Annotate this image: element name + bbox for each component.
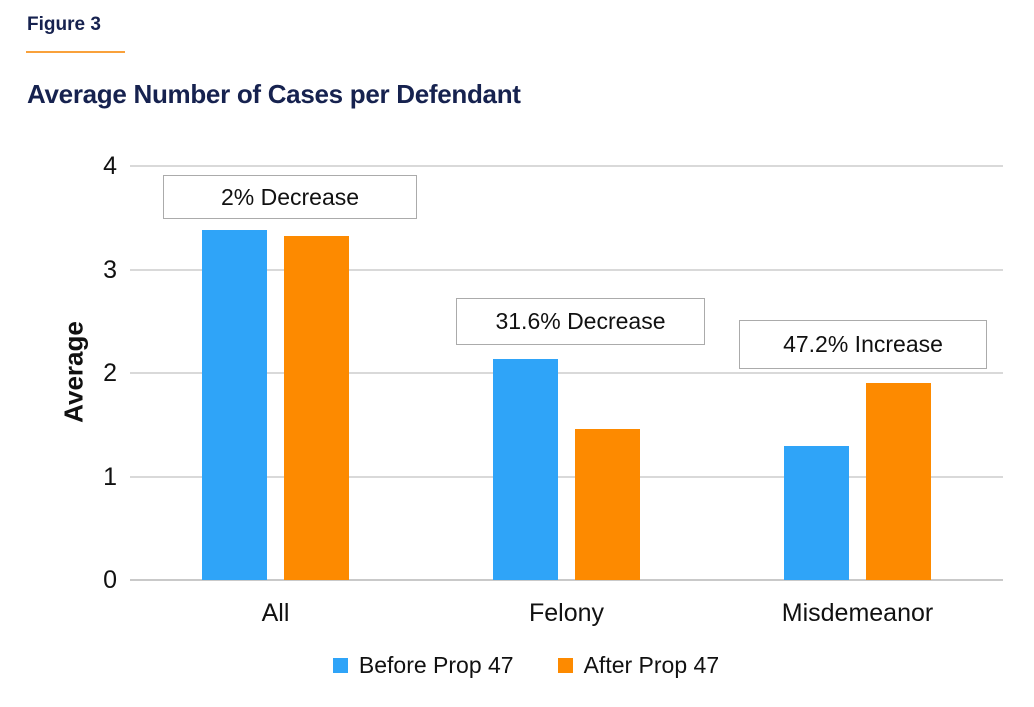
legend-label-before: Before Prop 47: [358, 652, 514, 678]
legend-swatch-after-icon: [557, 658, 573, 673]
annotation-felony: 31.6% Decrease: [456, 298, 705, 345]
y-tick-3: 3: [103, 255, 117, 284]
bar-all-after: [284, 236, 349, 580]
gridline-4: [130, 165, 1003, 167]
bar-felony-after: [575, 428, 640, 580]
gridline-3: [130, 268, 1003, 271]
bar-all-before: [202, 230, 267, 580]
x-label-misdemeanor: Misdemeanor: [781, 599, 934, 627]
legend-label-after: After Prop 47: [583, 652, 720, 678]
legend-item-before: Before Prop 47: [332, 652, 514, 679]
gridline-2: [130, 372, 1003, 374]
y-tick-4: 4: [103, 152, 117, 180]
legend-item-after: After Prop 47: [557, 652, 720, 679]
legend: Before Prop 47 After Prop 47: [9, 652, 1034, 679]
annotation-all: 2% Decrease: [163, 175, 417, 219]
x-label-felony: Felony: [528, 599, 605, 627]
bar-misdemeanor-after: [866, 383, 931, 580]
chart-title: Average Number of Cases per Defendant: [27, 79, 521, 109]
gridline-0: [130, 579, 1003, 581]
figure-label: Figure 3: [27, 14, 101, 35]
y-tick-0: 0: [103, 566, 117, 594]
y-tick-1: 1: [103, 462, 117, 491]
figure-underline-rule: [26, 51, 125, 53]
gridline-1: [130, 475, 1003, 478]
y-tick-2: 2: [103, 359, 117, 387]
bar-felony-before: [493, 358, 558, 580]
x-label-all: All: [261, 599, 290, 627]
bar-misdemeanor-before: [784, 446, 849, 580]
annotation-misdemeanor: 47.2% Increase: [739, 320, 987, 369]
legend-swatch-before-icon: [332, 658, 348, 673]
